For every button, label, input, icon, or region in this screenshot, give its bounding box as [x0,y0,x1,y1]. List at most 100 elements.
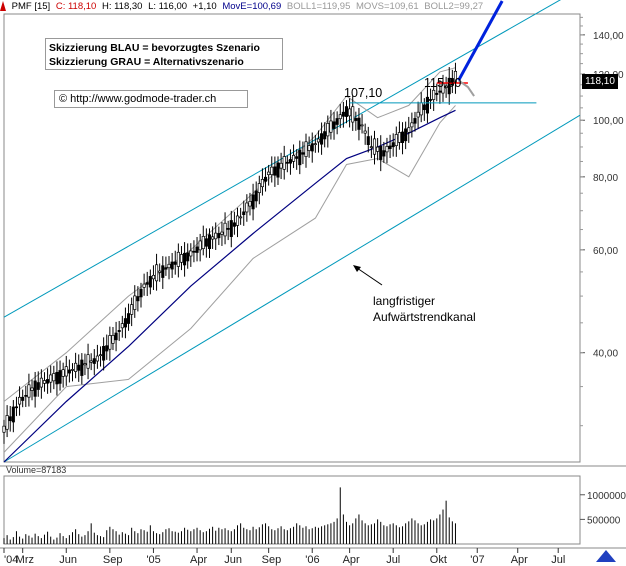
candle-body [251,194,255,210]
candle-body [419,102,423,116]
candle-body [2,425,6,433]
candle-body [145,282,149,285]
candle-body [192,250,196,253]
candle-body [388,145,392,149]
candle-body [42,380,47,384]
candle-body [304,141,308,157]
candle-body [447,77,451,95]
candle-body [49,374,53,383]
moving-average-line [3,109,456,463]
high-value: H: 118,30 [101,1,143,12]
candle-body [404,128,408,142]
mov-e-value: MovE=100,69 [222,1,282,12]
candle-body [5,415,9,430]
x-tick-label: '05 [146,554,160,566]
legend-blue-text: Skizzierung BLAU = bevorzugtes Szenario [49,42,260,54]
candle-body [155,264,159,282]
candle-body [245,202,249,213]
candle-body [366,136,370,146]
annotation-arrow-head-icon [353,265,361,272]
candle-body [354,118,358,121]
candle-body [316,138,321,143]
candle-body [167,263,171,269]
y-tick-label: 40,00 [593,349,618,360]
candle-body [64,366,68,377]
candle-body [214,232,218,240]
candle-body [410,122,414,128]
candle-body [335,118,339,125]
close-value: C: 118,10 [55,1,97,12]
candle-body [344,106,349,117]
candle-body [211,236,215,240]
candle-body [242,211,246,216]
change-value: +1,10 [192,1,217,12]
candle-body [360,124,364,127]
candle-body [351,106,355,123]
volume-label: Volume=87183 [6,465,67,475]
x-tick-label: Apr [511,554,528,566]
candle-body [18,396,22,405]
candle-body [413,118,417,124]
candle-body [161,265,165,278]
candle-body [170,261,174,270]
candle-body [148,276,152,288]
candle-body [438,90,442,93]
candle-body [425,96,429,114]
candle-body [189,250,193,257]
candle-body [70,369,75,371]
candle-body [173,261,177,265]
candle-body [332,121,336,129]
candle-body [270,166,274,176]
candle-body [226,227,230,230]
candle-body [111,335,115,344]
candle-body [52,373,56,382]
candle-body [139,288,143,298]
candle-body [179,254,184,263]
x-tick-label: Jul [551,554,565,566]
candle-body [453,70,458,83]
candle-body [235,215,240,226]
candle-body [21,396,25,401]
candle-body [248,200,252,207]
boll2-value: BOLL2=99,27 [424,1,484,12]
x-tick-label: '06 [305,554,319,566]
candle-body [450,78,454,86]
candle-body [323,131,327,140]
last-price-tag: 118,10 [582,74,618,89]
candle-body [195,246,199,253]
candle-body [429,99,433,101]
candle-body [357,117,361,130]
candle-body [301,152,305,155]
candle-body [126,313,131,324]
candle-body [186,252,190,262]
candle-body [267,171,271,176]
candle-body [61,369,65,377]
candle-body [55,371,59,385]
candle-body [130,304,134,315]
candle-body [77,364,81,371]
candle-body [288,159,292,164]
annotation-arrow-line [356,267,383,286]
candle-body [341,111,345,117]
candle-body [320,133,324,145]
candle-body [207,234,212,249]
source-url: © http://www.godmode-trader.ch [59,93,217,105]
candle-body [92,358,96,364]
x-tick-label: Sep [103,554,123,566]
candle-body [422,104,426,111]
channel-annotation-line1: langfristiger [373,294,436,308]
candle-body [348,108,352,117]
candle-body [30,387,34,391]
candle-body [400,131,405,143]
candle-body [382,150,386,157]
candle-body [27,384,31,398]
candle-body [8,416,12,422]
level-107-label: 107,10 [344,86,383,100]
volume-panel-frame [3,475,581,545]
candle-body [329,120,333,133]
candle-body [292,155,296,162]
candle-body [369,146,373,149]
candle-body [158,270,162,273]
scenario-legend: Skizzierung BLAU = bevorzugtes Szenario … [45,38,283,70]
candle-body [133,295,137,310]
